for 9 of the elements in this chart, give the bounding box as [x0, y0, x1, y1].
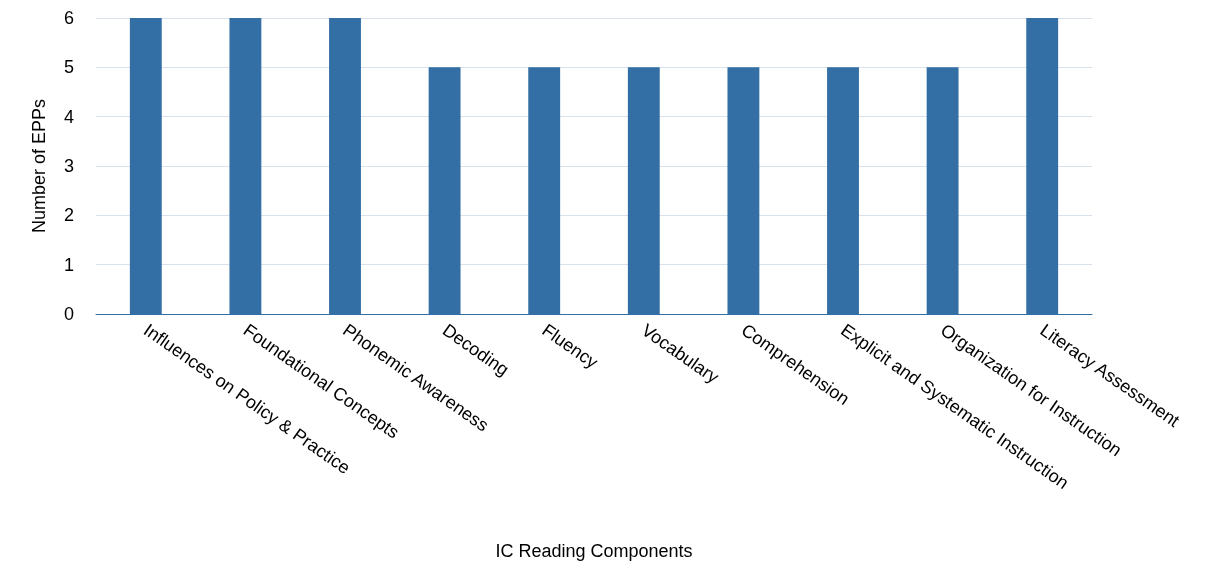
y-tick-label: 1 [63, 254, 74, 275]
y-tick-label: 0 [63, 304, 74, 324]
y-tick-label: 4 [63, 106, 74, 127]
y-axis-title: Number of EPPs [29, 98, 49, 234]
y-tick-label: 6 [63, 8, 74, 28]
y-tick-label: 2 [63, 205, 74, 226]
y-tick-label: 3 [63, 156, 74, 176]
y-tick-label: 5 [63, 57, 74, 78]
x-axis-title: IC Reading Components [495, 541, 693, 561]
